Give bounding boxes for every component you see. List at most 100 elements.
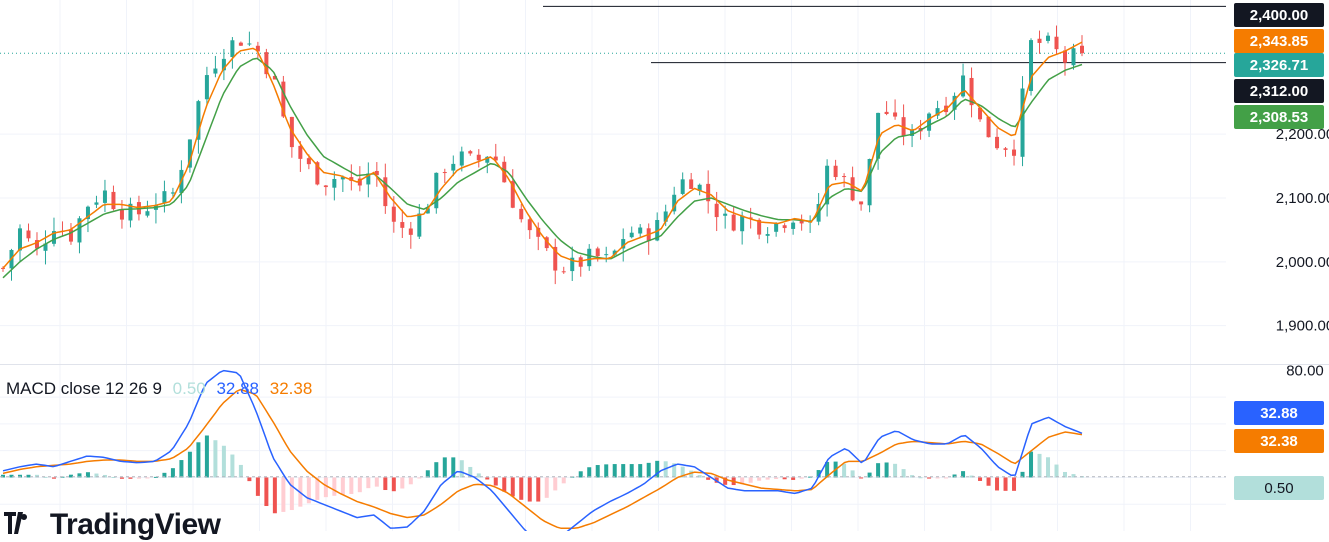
macd-histogram-bar (425, 470, 430, 478)
macd-signal-line (2, 388, 1083, 530)
macd-histogram-bar (391, 477, 396, 492)
candle-body (638, 227, 643, 234)
macd-histogram-bar (238, 464, 243, 478)
candle-body (17, 228, 22, 251)
macd-histogram-bar (485, 477, 490, 480)
price-badge-0-text: 2,400.00 (1250, 7, 1308, 24)
macd-histogram-bar (442, 457, 447, 478)
candle-body (476, 154, 481, 161)
macd-histogram-bar (697, 475, 702, 478)
macd-histogram-bar (1037, 453, 1042, 478)
candle-body (85, 206, 90, 220)
macd-histogram-bar (332, 477, 337, 496)
price-tick-label: 1,900.00 (1276, 318, 1329, 335)
macd-badge-0-text: 32.88 (1260, 405, 1298, 422)
macd-histogram-bar (927, 477, 932, 479)
candle-body (306, 158, 311, 165)
macd-histogram-bar (289, 477, 294, 511)
candle-body (493, 156, 498, 161)
macd-tick-label: 80.00 (1286, 362, 1324, 379)
candle-body (451, 163, 456, 171)
price-badge-2-bg (1234, 53, 1324, 77)
candle-body (833, 165, 838, 178)
macd-histogram-bar (850, 470, 855, 478)
macd-histogram-bar (213, 440, 218, 478)
candle-body (544, 237, 549, 249)
macd-histogram-bar (383, 477, 388, 491)
macd-histogram-bar (519, 477, 524, 500)
candle-body (995, 136, 1000, 149)
macd-histogram-bar (315, 477, 320, 500)
candle-body (731, 214, 736, 231)
macd-histogram-bar (17, 474, 22, 478)
price-badge-4: 2,308.53 (1234, 105, 1324, 129)
macd-histogram-bar (944, 477, 949, 479)
macd-histogram-bar (689, 470, 694, 478)
candle-body (910, 129, 915, 136)
macd-histogram-bar (102, 474, 107, 478)
macd-legend-name: MACD close 12 26 9 (6, 379, 162, 398)
macd-histogram-bar (111, 476, 116, 478)
macd-histogram-bar (417, 477, 422, 479)
candle-body (400, 222, 405, 228)
macd-badge-2: 0.50 (1234, 476, 1324, 500)
price-badge-3-text: 2,312.00 (1250, 83, 1308, 100)
candle-body (1029, 40, 1034, 91)
candle-body (51, 231, 56, 244)
macd-pane (0, 369, 1226, 531)
candle-body (850, 177, 855, 201)
candle-body (1003, 148, 1008, 150)
candle-body (697, 184, 702, 192)
macd-histogram-bar (366, 477, 371, 489)
ma-fast-line (2, 41, 1083, 269)
candle-body (561, 271, 566, 273)
price-tick-label: 2,200.00 (1276, 126, 1329, 143)
candle-body (272, 75, 277, 80)
moving-averages (2, 41, 1083, 279)
macd-histogram-bar (136, 477, 141, 479)
candle-body (842, 176, 847, 178)
candle-body (876, 112, 881, 159)
macd-histogram-bar (434, 462, 439, 478)
candle-body (859, 201, 864, 205)
macd-histogram-bar (1, 474, 5, 478)
macd-histogram-bar (791, 477, 796, 480)
candle-body (94, 202, 99, 205)
candle-body (128, 203, 133, 221)
macd-histogram-bar (612, 464, 617, 478)
candle-body (349, 177, 354, 181)
chart-canvas[interactable]: 2,200.00 2,100.00 2,000.00 1,900.00 80.00 2,… (0, 0, 1329, 531)
candle-body (587, 248, 592, 267)
macd-histogram-bar (842, 463, 847, 478)
candle-body (884, 111, 889, 114)
candle-body (1, 267, 5, 269)
macd-histogram-bar (451, 457, 456, 478)
macd-histogram-bar (629, 464, 634, 478)
candle-body (238, 42, 243, 46)
candle-body (162, 191, 167, 204)
candle-body (213, 68, 218, 74)
macd-histogram-bar (187, 451, 192, 478)
macd-histogram-bar (867, 472, 872, 478)
macd-badge-2-bg (1234, 476, 1324, 500)
price-badges: 2,400.00 2,343.85 2,326.71 2,312.00 2,308.53… (1234, 3, 1324, 500)
macd-histogram-bar (34, 474, 39, 478)
candle-body (604, 254, 609, 256)
macd-histogram-bar (706, 477, 711, 480)
candle-body (425, 208, 430, 214)
candle-body (1020, 88, 1025, 157)
candle-body (357, 178, 362, 186)
macd-histogram-bar (493, 477, 498, 486)
macd-histogram-bar (94, 473, 99, 478)
macd-histogram-bar (1003, 477, 1008, 491)
macd-histogram-bar (1012, 477, 1017, 491)
macd-legend[interactable]: MACD close 12 26 9 0.50 32.88 32.38 (6, 379, 318, 399)
ma-slow-line (2, 57, 1083, 279)
macd-histogram-bar (1054, 464, 1059, 478)
candlesticks (1, 25, 1084, 285)
candle-body (867, 159, 872, 206)
macd-histogram-bar (221, 445, 226, 478)
macd-badge-1-bg (1234, 429, 1324, 453)
candle-body (417, 213, 422, 237)
macd-histogram-bar (748, 477, 753, 483)
